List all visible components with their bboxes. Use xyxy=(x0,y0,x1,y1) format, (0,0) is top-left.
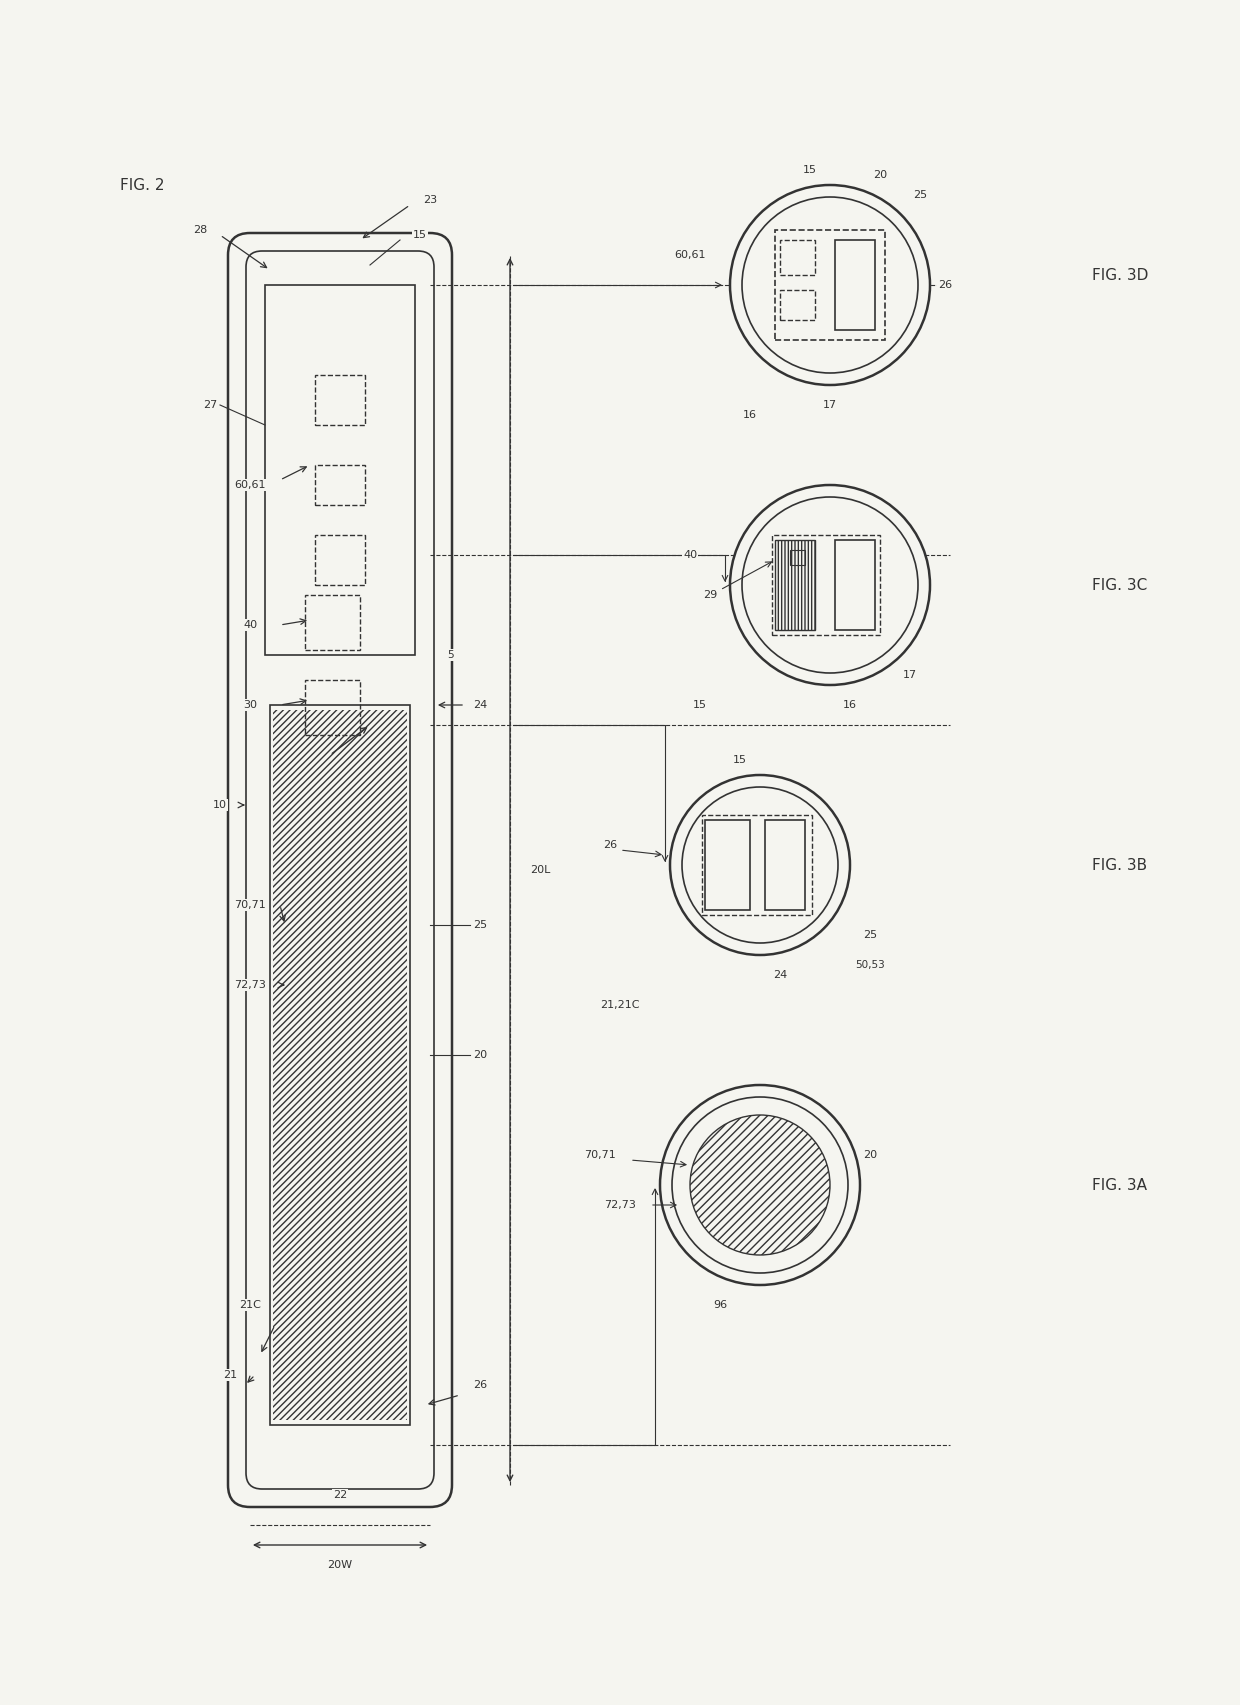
Bar xyxy=(315,535,365,585)
Bar xyxy=(265,285,415,655)
Text: 20: 20 xyxy=(873,170,887,181)
Text: 72,73: 72,73 xyxy=(604,1200,636,1211)
Text: 15: 15 xyxy=(413,230,427,240)
Bar xyxy=(315,465,365,505)
Text: 50,53: 50,53 xyxy=(856,960,885,970)
Bar xyxy=(775,230,885,339)
Text: 70,71: 70,71 xyxy=(584,1149,616,1159)
Text: 24: 24 xyxy=(773,970,787,980)
Text: 28: 28 xyxy=(193,225,207,235)
Bar xyxy=(835,240,875,331)
Bar xyxy=(835,540,875,631)
Bar xyxy=(305,680,360,735)
Bar xyxy=(773,535,880,634)
Text: 5: 5 xyxy=(446,650,454,660)
Text: 16: 16 xyxy=(843,701,857,709)
Bar xyxy=(702,815,812,916)
Circle shape xyxy=(660,1084,861,1286)
Bar xyxy=(315,375,365,425)
Text: FIG. 2: FIG. 2 xyxy=(120,177,165,193)
Text: 70,71: 70,71 xyxy=(234,900,265,910)
Text: 21C: 21C xyxy=(239,1299,260,1309)
Text: 25: 25 xyxy=(472,921,487,929)
Text: 20: 20 xyxy=(863,1149,877,1159)
Bar xyxy=(706,820,750,910)
Circle shape xyxy=(670,776,849,955)
Text: 24: 24 xyxy=(472,701,487,709)
Text: 40: 40 xyxy=(683,551,697,559)
Text: FIG. 3A: FIG. 3A xyxy=(1092,1178,1147,1192)
Circle shape xyxy=(730,186,930,385)
Text: 26: 26 xyxy=(472,1379,487,1390)
FancyBboxPatch shape xyxy=(246,251,434,1488)
Bar xyxy=(790,551,805,564)
Bar xyxy=(270,704,410,1425)
Circle shape xyxy=(730,484,930,685)
Circle shape xyxy=(682,788,838,943)
Text: 27: 27 xyxy=(203,401,217,409)
Text: 30: 30 xyxy=(243,701,257,709)
Bar xyxy=(273,709,407,1420)
Text: 15: 15 xyxy=(693,701,707,709)
Text: 21,21C: 21,21C xyxy=(600,1001,640,1009)
Text: FIG. 3D: FIG. 3D xyxy=(1091,268,1148,283)
Text: 25: 25 xyxy=(913,189,928,199)
Text: 29: 29 xyxy=(703,590,717,600)
Text: FIG. 3B: FIG. 3B xyxy=(1092,858,1147,873)
Text: 96: 96 xyxy=(713,1299,727,1309)
Bar xyxy=(765,820,805,910)
Text: 60,61: 60,61 xyxy=(675,251,706,259)
Text: 17: 17 xyxy=(903,670,918,680)
Text: 20: 20 xyxy=(472,1050,487,1061)
Text: 26: 26 xyxy=(603,841,618,851)
FancyBboxPatch shape xyxy=(228,234,453,1507)
Text: 26: 26 xyxy=(937,280,952,290)
Bar xyxy=(780,290,815,321)
Text: 40: 40 xyxy=(243,621,257,631)
Text: 17: 17 xyxy=(823,401,837,409)
Text: 60,61: 60,61 xyxy=(234,481,265,489)
Text: 16: 16 xyxy=(743,409,756,419)
Text: 15: 15 xyxy=(733,755,746,766)
Circle shape xyxy=(742,496,918,673)
Text: 21: 21 xyxy=(223,1371,237,1379)
Text: 15: 15 xyxy=(804,165,817,176)
Text: 20W: 20W xyxy=(327,1560,352,1570)
Circle shape xyxy=(742,198,918,373)
Circle shape xyxy=(672,1096,848,1274)
Text: 23: 23 xyxy=(423,194,436,205)
Text: 22: 22 xyxy=(332,1490,347,1500)
Text: 10: 10 xyxy=(213,800,227,810)
Text: FIG. 3C: FIG. 3C xyxy=(1092,578,1148,593)
Text: 72,73: 72,73 xyxy=(234,980,265,991)
Text: 25: 25 xyxy=(863,929,877,939)
Text: 20L: 20L xyxy=(529,864,551,875)
Bar xyxy=(305,595,360,650)
Bar xyxy=(775,540,815,631)
Bar xyxy=(780,240,815,275)
